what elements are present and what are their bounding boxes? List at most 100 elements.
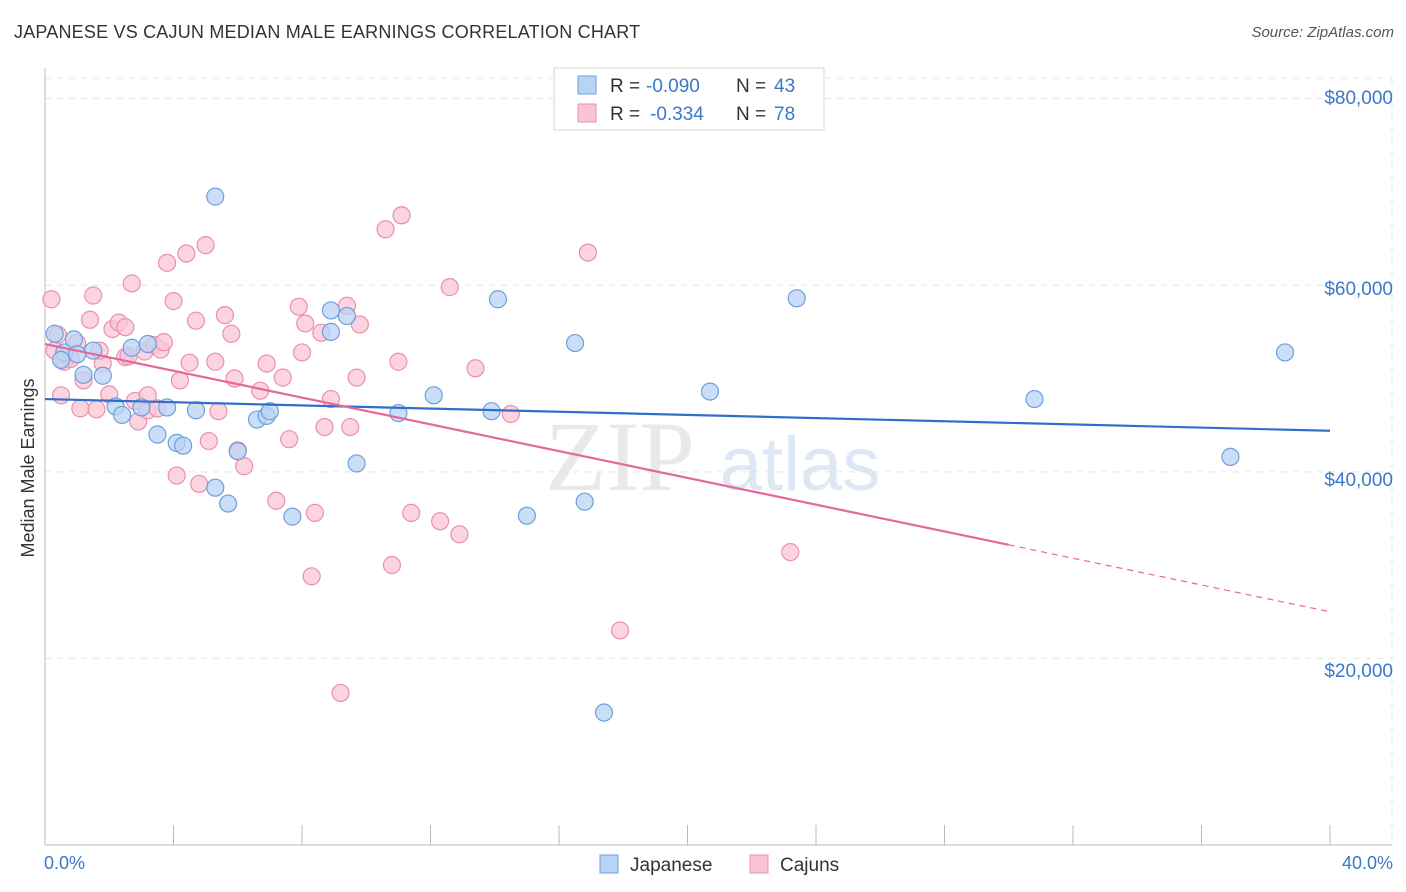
cajun-point [382, 556, 402, 575]
cajun-point [347, 368, 366, 387]
cajun-point [466, 359, 485, 378]
cajun-point [392, 206, 411, 225]
japanese-point [64, 330, 84, 349]
legend-swatch-cajuns [577, 103, 597, 123]
cajun-point [196, 236, 215, 255]
cajun-trend-line [44, 342, 1009, 546]
legend-n-value: 43 [774, 76, 795, 97]
legend-r-label: R = [610, 104, 640, 125]
japanese-point [1025, 389, 1044, 409]
source-label: Source: ZipAtlas.com [1251, 24, 1394, 41]
japanese-point [206, 478, 225, 497]
bottom-legend: Japanese Cajuns [599, 854, 839, 876]
cajun-point [578, 243, 598, 262]
cajun-trend-line-extrapolated [1008, 544, 1331, 613]
japanese-point [1275, 343, 1295, 362]
japanese-point [219, 494, 238, 513]
cajun-point [302, 567, 321, 586]
cajun-point [154, 333, 173, 352]
japanese-point [93, 366, 112, 385]
japanese-point [84, 341, 103, 360]
cajun-point [341, 417, 360, 437]
cajun-point [289, 297, 308, 316]
cajun-point [280, 430, 299, 449]
japanese-point [112, 405, 132, 425]
legend-swatch-japanese [577, 75, 597, 95]
legend-r-label: R = [610, 76, 640, 97]
cajun-point [42, 290, 61, 309]
japanese-point [74, 365, 93, 384]
cajun-point [273, 368, 292, 387]
japanese-point [228, 442, 247, 461]
bottom-legend-cajuns: Cajuns [780, 855, 839, 876]
cajun-point [331, 683, 350, 703]
japanese-point [517, 506, 536, 525]
japanese-point [260, 402, 279, 421]
japanese-point [186, 401, 206, 420]
cajun-point [781, 542, 800, 562]
legend-n-label: N = [736, 76, 766, 97]
cajun-point [84, 286, 103, 305]
cajun-point [431, 512, 450, 531]
cajun-point [376, 220, 395, 239]
chart-title: JAPANESE VS CAJUN MEDIAN MALE EARNINGS C… [14, 22, 641, 42]
japanese-point [174, 436, 193, 455]
cajun-point [209, 402, 228, 421]
japanese-point [321, 322, 341, 341]
watermark-atlas: atlas [720, 422, 881, 507]
japanese-point [321, 301, 341, 320]
bottom-legend-swatch-cajuns [749, 854, 769, 874]
cajun-point [215, 305, 234, 325]
japanese-point [68, 345, 87, 364]
cajun-point [389, 352, 408, 371]
x-tick-label-max: 40.0% [1342, 853, 1393, 873]
cajun-point [71, 399, 90, 418]
japanese-point [594, 703, 614, 722]
japanese-point [700, 382, 720, 401]
japanese-point [132, 398, 151, 417]
japanese-point [122, 338, 141, 357]
cajun-point [350, 315, 369, 334]
japanese-point [337, 306, 357, 326]
cajun-point [267, 491, 286, 510]
y-axis-label: Median Male Earnings [18, 378, 38, 557]
axes [44, 68, 1392, 846]
trend-lines [44, 342, 1331, 613]
japanese-point [1221, 447, 1240, 467]
cajun-point [177, 244, 196, 263]
cajun-point [402, 503, 421, 522]
japanese-point [347, 454, 366, 473]
cajun-point [164, 292, 183, 311]
cajun-point [610, 621, 630, 640]
cajun-point [257, 354, 276, 373]
japanese-trend-line [44, 397, 1331, 432]
legend-n-label: N = [736, 104, 766, 125]
y-tick-label: $20,000 [1324, 661, 1393, 682]
cajun-point [315, 417, 334, 437]
cajun-point [80, 310, 100, 329]
japanese-point [283, 507, 302, 526]
cajun-point [305, 503, 324, 522]
cajun-point [292, 343, 312, 362]
japanese-point [575, 492, 594, 511]
y-tick-label: $40,000 [1324, 470, 1393, 491]
x-tick-label-min: 0.0% [44, 853, 85, 873]
japanese-point [45, 324, 64, 343]
cajun-point [222, 324, 241, 343]
japanese-point [206, 187, 225, 206]
cajun-point [206, 352, 225, 371]
bottom-legend-swatch-japanese [599, 854, 619, 874]
cajun-point [501, 404, 520, 424]
cajun-point [180, 353, 199, 372]
cajun-point [167, 466, 186, 485]
cajun-point [51, 386, 71, 405]
cajun-point [186, 311, 206, 330]
japanese-point [51, 350, 71, 369]
japanese-point [138, 334, 157, 354]
bottom-legend-japanese: Japanese [630, 855, 712, 876]
cajun-point [87, 400, 106, 419]
legend: R = -0.090 N = 43 R = -0.334 N = 78 [553, 67, 825, 131]
japanese-point [148, 425, 167, 444]
legend-r-value: -0.090 [646, 76, 700, 97]
